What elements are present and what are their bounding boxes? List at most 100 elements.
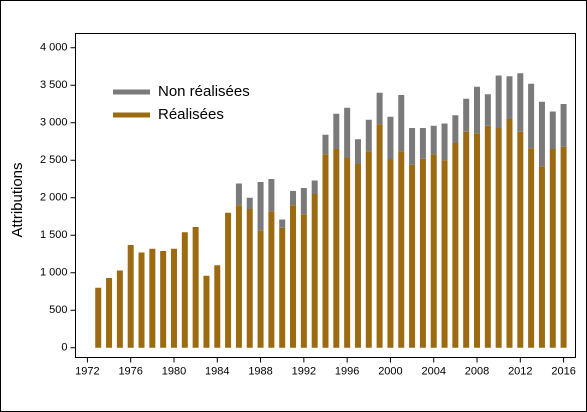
bar-segment <box>538 101 545 167</box>
x-tick-label: 1984 <box>205 365 229 377</box>
bar-segment <box>365 119 372 152</box>
bar-segment <box>333 149 340 348</box>
y-tick-label: 4 000 <box>40 42 68 54</box>
bar-segment <box>127 245 134 348</box>
bar-segment <box>235 183 242 206</box>
bar-segment <box>398 151 405 348</box>
bar-segment <box>300 188 307 215</box>
legend-label: Réalisées <box>158 106 224 123</box>
bar-segment <box>430 125 437 155</box>
bar-segment <box>354 164 361 348</box>
bar-segment <box>138 252 145 348</box>
bar-segment <box>149 248 156 348</box>
bar-segment <box>95 287 102 348</box>
bar-segment <box>279 219 286 228</box>
bar-segment <box>474 86 481 134</box>
bar-segment <box>409 128 416 165</box>
bar-segment <box>560 146 567 348</box>
bar-segment <box>290 191 297 206</box>
bar-segment <box>333 113 340 149</box>
bar-segment <box>495 128 502 348</box>
y-tick-label: 3 500 <box>40 79 68 91</box>
bar-segment <box>430 154 437 348</box>
bar-segment <box>441 160 448 348</box>
bar-segment <box>322 134 329 155</box>
x-tick-label: 2012 <box>508 365 532 377</box>
bar-segment <box>409 164 416 348</box>
legend-label: Non réalisées <box>158 83 250 100</box>
bar-segment <box>106 278 113 348</box>
bar-segment <box>528 83 535 149</box>
y-tick-label: 3 000 <box>40 117 68 129</box>
bar-segment <box>354 139 361 164</box>
bar-segment <box>322 154 329 348</box>
bar-segment <box>452 115 459 143</box>
x-tick-label: 2016 <box>551 365 575 377</box>
bar-segment <box>225 212 232 348</box>
bar-segment <box>279 227 286 348</box>
bar-segment <box>549 111 556 149</box>
bar-segment <box>181 232 188 348</box>
x-tick-label: 1972 <box>75 365 99 377</box>
bar-segment <box>160 251 167 348</box>
bar-segment <box>506 76 513 119</box>
bar-segment <box>484 94 491 126</box>
bar-segment <box>257 182 264 231</box>
bar-segment <box>517 73 524 132</box>
bar-segment <box>246 197 253 209</box>
x-tick-label: 1976 <box>118 365 142 377</box>
bar-segment <box>268 211 275 348</box>
bar-segment <box>214 265 221 348</box>
bar-segment <box>344 107 351 158</box>
bar-segment <box>365 151 372 348</box>
x-tick-label: 2000 <box>378 365 402 377</box>
y-tick-label: 500 <box>49 304 67 316</box>
bar-segment <box>376 92 383 125</box>
bar-segment <box>344 158 351 348</box>
bar-segment <box>290 205 297 348</box>
y-tick-label: 1 500 <box>40 229 68 241</box>
y-axis-label: Attributions <box>9 162 26 237</box>
bar-segment <box>170 248 177 348</box>
bar-segment <box>441 123 448 161</box>
x-tick-label: 1988 <box>248 365 272 377</box>
bar-segment <box>549 149 556 348</box>
bar-segment <box>560 104 567 147</box>
bar-segment <box>528 148 535 348</box>
x-tick-label: 2008 <box>465 365 489 377</box>
bar-segment <box>311 194 318 348</box>
bar-segment <box>398 95 405 152</box>
bar-segment <box>474 133 481 348</box>
y-tick-label: 1 000 <box>40 267 68 279</box>
bar-segment <box>203 275 210 348</box>
bar-segment <box>300 214 307 348</box>
bar-segment <box>517 131 524 348</box>
bar-segment <box>463 131 470 348</box>
x-tick-label: 2004 <box>421 365 445 377</box>
bar-segment <box>538 166 545 348</box>
bar-segment <box>246 209 253 348</box>
y-tick-label: 2 500 <box>40 154 68 166</box>
bar-segment <box>419 128 426 159</box>
plot-frame <box>75 33 576 358</box>
x-tick-label: 1980 <box>162 365 186 377</box>
bar-segment <box>257 230 264 348</box>
bar-segment <box>376 124 383 348</box>
x-tick-label: 1992 <box>292 365 316 377</box>
bar-segment <box>495 75 502 128</box>
y-tick-label: 0 <box>61 342 67 354</box>
bar-segment <box>419 158 426 348</box>
bar-segment <box>387 116 394 160</box>
bar-segment <box>484 125 491 348</box>
bar-segment <box>452 143 459 348</box>
bar-segment <box>268 179 275 212</box>
bar-segment <box>506 119 513 348</box>
bar-segment <box>192 227 199 348</box>
bar-segment <box>116 270 123 348</box>
bar-segment <box>311 180 318 194</box>
y-tick-label: 2 000 <box>40 192 68 204</box>
x-tick-label: 1996 <box>335 365 359 377</box>
bar-segment <box>235 205 242 348</box>
bar-segment <box>387 159 394 348</box>
